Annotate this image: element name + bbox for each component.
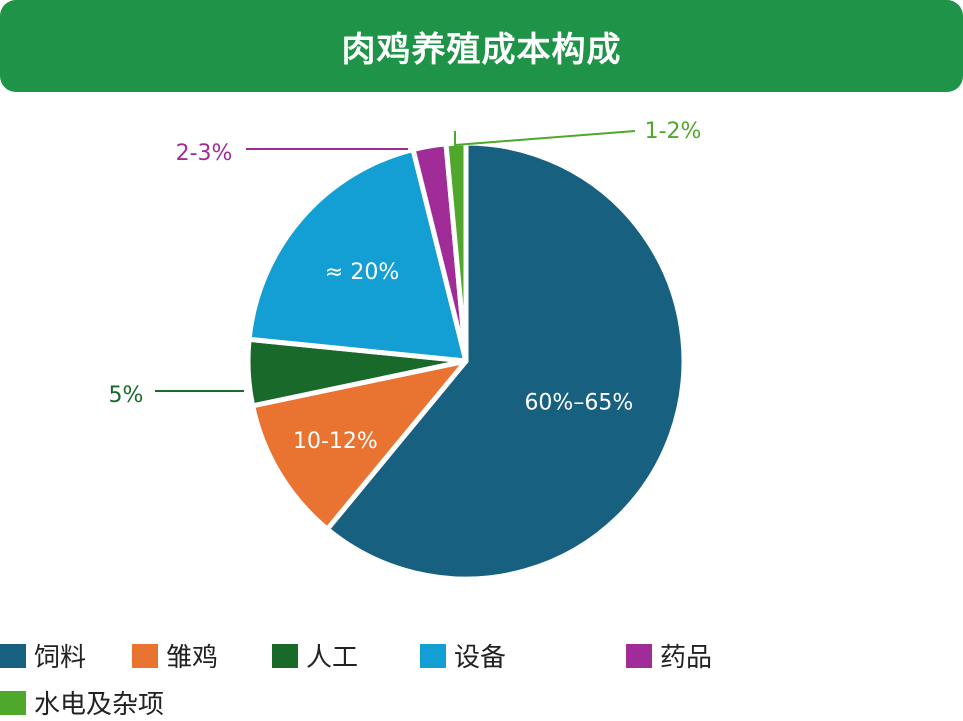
slice-label-4: 2-3%: [176, 141, 233, 166]
legend-label: 饲料: [34, 643, 87, 673]
pie-slice-1: [250, 358, 469, 532]
legend-label: 设备: [454, 643, 507, 673]
legend-label: 药品: [660, 643, 713, 673]
slice-label-3: ≈ 20%: [325, 260, 399, 285]
title-bar: 肉鸡养殖成本构成: [0, 0, 963, 92]
chart-title: 肉鸡养殖成本构成: [341, 29, 622, 70]
legend-item-0: 饲料: [0, 637, 86, 674]
legend-swatch: [272, 643, 298, 668]
slice-label-0: 60%–65%: [524, 391, 633, 416]
legend-swatch: [0, 643, 26, 668]
legend-swatch: [420, 643, 446, 668]
pie-slice-0: [324, 140, 687, 582]
legend-item-5: 水电及杂项: [0, 684, 164, 721]
legend-item-3: 设备: [420, 637, 506, 674]
leader-line-5: [454, 130, 636, 147]
slice-label-5: 1-2%: [645, 119, 702, 144]
pie-slice-3: [246, 147, 469, 364]
legend-item-2: 人工: [272, 637, 358, 674]
legend-label: 雏鸡: [166, 643, 219, 673]
slice-label-2: 5%: [109, 383, 144, 408]
legend-label: 水电及杂项: [34, 690, 165, 720]
legend-swatch: [0, 690, 26, 715]
slice-label-1: 10-12%: [293, 429, 378, 454]
legend-item-1: 雏鸡: [132, 637, 218, 674]
legend-label: 人工: [306, 643, 359, 673]
legend-item-4: 药品: [626, 637, 712, 674]
legend-swatch: [132, 643, 158, 668]
legend-swatch: [626, 643, 652, 668]
